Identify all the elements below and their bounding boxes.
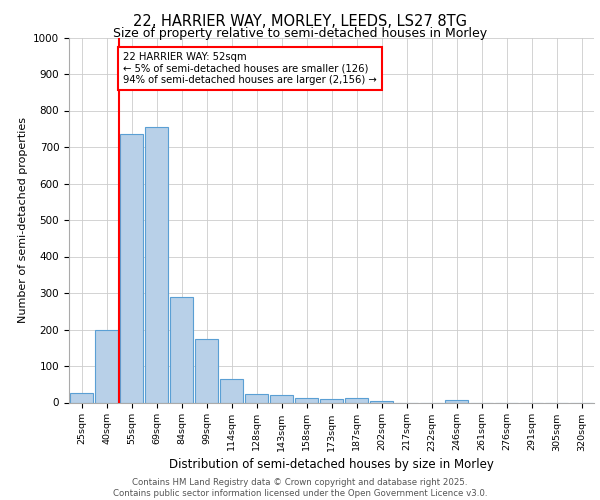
Bar xyxy=(295,398,319,402)
Bar xyxy=(245,394,268,402)
Bar xyxy=(269,395,293,402)
Bar xyxy=(320,399,343,402)
X-axis label: Distribution of semi-detached houses by size in Morley: Distribution of semi-detached houses by … xyxy=(169,458,494,470)
Bar xyxy=(370,400,394,402)
Bar xyxy=(194,338,218,402)
Bar xyxy=(445,400,469,402)
Y-axis label: Number of semi-detached properties: Number of semi-detached properties xyxy=(17,117,28,323)
Bar xyxy=(344,398,368,402)
Bar xyxy=(95,330,118,402)
Text: 22, HARRIER WAY, MORLEY, LEEDS, LS27 8TG: 22, HARRIER WAY, MORLEY, LEEDS, LS27 8TG xyxy=(133,14,467,29)
Bar xyxy=(220,379,244,402)
Bar xyxy=(145,127,169,402)
Bar xyxy=(119,134,143,402)
Text: 22 HARRIER WAY: 52sqm
← 5% of semi-detached houses are smaller (126)
94% of semi: 22 HARRIER WAY: 52sqm ← 5% of semi-detac… xyxy=(123,52,377,86)
Bar xyxy=(70,392,94,402)
Bar xyxy=(170,296,193,403)
Text: Size of property relative to semi-detached houses in Morley: Size of property relative to semi-detach… xyxy=(113,28,487,40)
Text: Contains HM Land Registry data © Crown copyright and database right 2025.
Contai: Contains HM Land Registry data © Crown c… xyxy=(113,478,487,498)
